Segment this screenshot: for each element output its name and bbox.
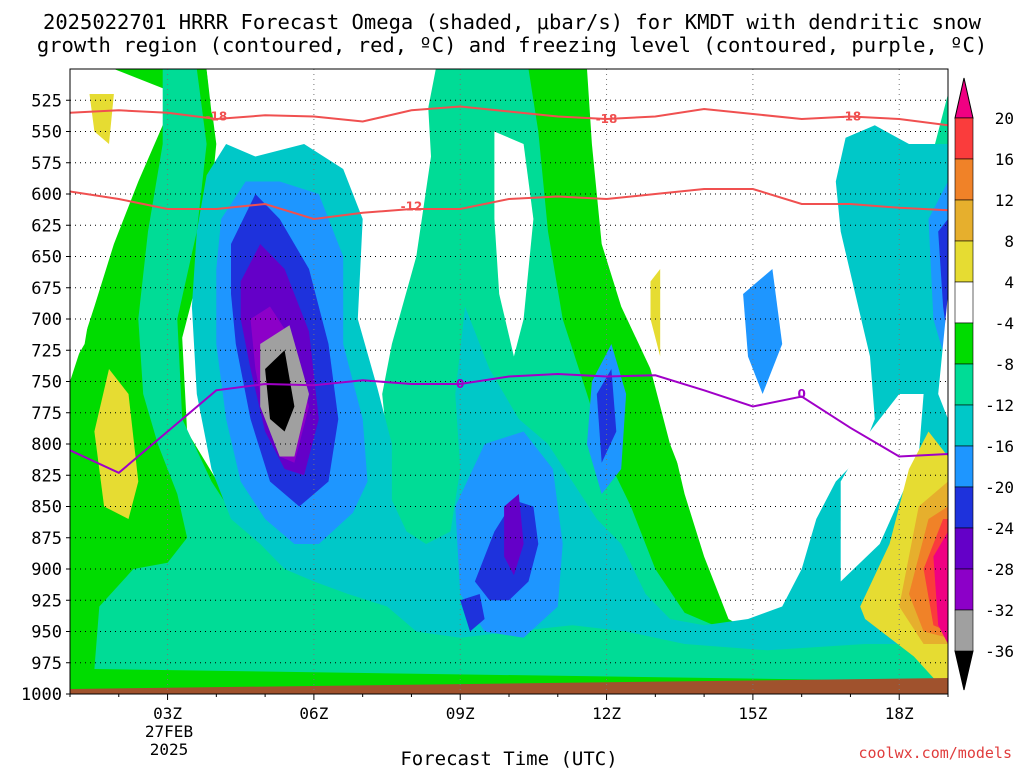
y-tick-label: 675 [31,279,62,299]
chart-title-line1: 2025022701 HRRR Forecast Omega (shaded, … [43,10,982,34]
omega-region-8 [265,350,295,432]
colorbar-swatch [954,363,974,406]
colorbar-top-arrow [954,77,974,119]
colorbar-label: -20 [985,478,1014,497]
y-tick-label: 900 [31,560,62,580]
omega-region-22 [840,394,924,582]
colorbar-label: -36 [985,642,1014,661]
chart-title-line2: growth region (contoured, red, ºC) and f… [37,33,987,57]
omega-region-2 [191,125,948,651]
omega-region-11 [504,494,524,576]
omega-region-31 [933,531,948,644]
plot-area: -18 -18 -18 -12 0 0 [70,69,948,694]
y-tick-label: 800 [31,435,62,455]
temperature-contours: -18 -18 -18 -12 0 0 [70,105,948,474]
colorbar-label: -8 [995,355,1014,374]
x-tick-label: 03Z [153,704,182,723]
colorbar-swatch [954,199,974,242]
contour-line-2 [70,372,948,474]
colorbar-label: 8 [1004,232,1014,251]
colorbar-label: -24 [985,519,1014,538]
omega-region-17 [938,219,948,344]
x-tick-label: 18Z [885,704,914,723]
contour-label-0-1: -18 [596,112,618,126]
omega-region-18 [70,69,109,369]
date-label-day: 27FEB [145,722,193,741]
colorbar-swatch [954,445,974,488]
y-tick-label: 975 [31,654,62,674]
y-tick-label: 700 [31,310,62,330]
y-tick-label: 525 [31,91,62,111]
colorbar-bottom-arrow [954,650,974,691]
y-axis: 525 550 575 600 625 650 675 700 725 750 775 800 825 8… [21,91,70,705]
colorbar-label: -32 [985,601,1014,620]
y-tick-label: 575 [31,154,62,174]
colorbar-swatch [954,322,974,365]
y-tick-label: 875 [31,529,62,549]
y-tick-label: 775 [31,404,62,424]
contour-label-1-0: -12 [401,200,423,214]
y-tick-label: 950 [31,623,62,643]
omega-region-14 [596,369,617,463]
colorbar-label: -12 [985,396,1014,415]
colorbar-swatch [954,404,974,447]
colorbar-swatch [954,486,974,529]
colorbar-swatch [954,527,974,570]
omega-region-26 [650,269,661,357]
omega-region-21 [494,131,534,357]
contour-line-1 [70,188,948,221]
x-axis: 03Z 06Z 09Z 12Z 15Z 18Z [69,694,949,723]
colorbar-label: -28 [985,560,1014,579]
contour-label-0-2: -18 [840,110,862,124]
x-axis-label: Forecast Time (UTC) [400,748,617,768]
omega-region-20 [611,194,714,494]
colorbar-swatch [954,281,974,324]
omega-region-15 [743,269,783,394]
y-tick-label: 925 [31,591,62,611]
colorbar-swatch [954,240,974,283]
colorbar-label: -4 [995,314,1014,333]
colorbar-swatch [954,117,974,160]
omega-region-25 [94,369,139,519]
colorbar-label: 12 [995,191,1014,210]
y-tick-label: 850 [31,498,62,518]
colorbar-label: -16 [985,437,1014,456]
omega-region-19 [206,69,436,182]
y-tick-label: 600 [31,185,62,205]
x-tick-label: 12Z [592,704,621,723]
colorbar-swatch [954,568,974,611]
x-tick-label: 09Z [446,704,475,723]
colorbar: 20 16 12 8 4 -4 -8 -12 -16 -20 -24 -28 -32 -36 [954,77,1014,691]
y-tick-label: 725 [31,341,62,361]
x-tick-label: 15Z [738,704,767,723]
contour-line-0 [70,105,948,127]
colorbar-swatch [954,609,974,652]
y-tick-label: 650 [31,248,62,268]
date-label-year: 2025 [150,740,189,759]
contour-label-2-0: 0 [456,377,464,391]
omega-region-12 [460,594,485,632]
contour-label-2-1: 0 [797,387,805,401]
x-tick-label: 06Z [299,704,328,723]
contour-label-0-0: -18 [205,110,227,124]
colorbar-label: 20 [995,109,1014,128]
grid [70,69,948,694]
colorbar-swatch [954,158,974,201]
y-tick-label: 550 [31,123,62,143]
terrain [70,678,948,694]
colorbar-label: 4 [1004,273,1014,292]
y-tick-label: 750 [31,373,62,393]
y-tick-label: 1000 [21,685,62,705]
y-tick-label: 825 [31,466,62,486]
omega-region-23 [938,294,948,419]
colorbar-label: 16 [995,150,1014,169]
y-tick-label: 625 [31,216,62,236]
credit-text: coolwx.com/models [858,744,1012,762]
